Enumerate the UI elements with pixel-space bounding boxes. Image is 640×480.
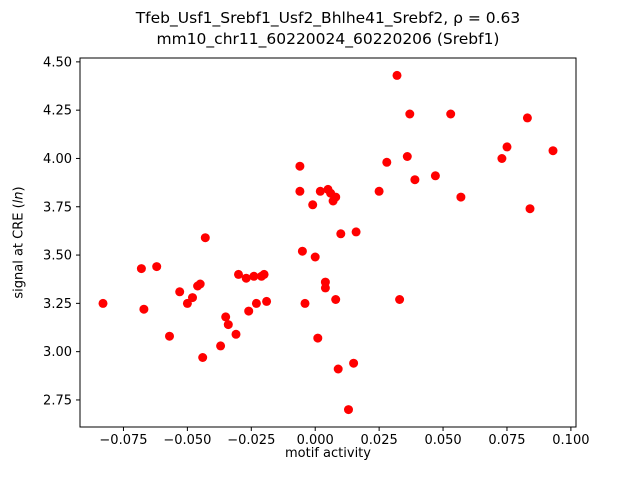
data-point (216, 341, 226, 351)
y-tick-label: 4.50 (43, 55, 72, 70)
data-point (139, 304, 149, 314)
y-tick-label: 3.50 (43, 249, 72, 264)
data-point (297, 246, 307, 256)
data-point (188, 293, 197, 303)
x-tick-label: 0.000 (297, 433, 334, 448)
x-tick-label: 0.050 (424, 433, 461, 448)
data-point (152, 262, 162, 272)
y-axis-label: signal at CRE (ln) (12, 186, 27, 298)
data-point (344, 405, 353, 415)
data-point (410, 175, 420, 185)
axes-spines (79, 57, 577, 428)
data-point (430, 171, 440, 181)
data-point (402, 152, 412, 161)
data-point (200, 233, 210, 243)
data-point (456, 192, 466, 202)
chart-title-line2: mm10_chr11_60220024_60220206 (Srebf1) (156, 30, 500, 48)
y-axis-label-wrap: signal at CRE (ln) (6, 58, 32, 427)
data-point (395, 295, 405, 304)
chart-title: Tfeb_Usf1_Srebf1_Usf2_Bhlhe41_Srebf2, ρ … (80, 8, 576, 50)
data-point (313, 333, 323, 343)
data-point (351, 227, 361, 237)
y-axis-label-prefix: signal at CRE ( (11, 203, 27, 299)
data-point (331, 192, 341, 202)
data-point (259, 269, 269, 279)
data-point (241, 273, 251, 283)
data-point (136, 264, 146, 274)
y-tick-label: 4.00 (43, 152, 72, 167)
data-point (336, 229, 346, 239)
data-point (175, 287, 185, 297)
data-point (522, 113, 532, 123)
y-tick-label: 3.25 (43, 297, 72, 312)
y-tick-label: 3.00 (43, 345, 72, 360)
data-point (98, 298, 108, 308)
data-point (382, 157, 392, 167)
data-point (295, 186, 305, 196)
data-point (525, 204, 535, 214)
data-point (249, 271, 259, 281)
data-point (198, 353, 208, 362)
data-point (234, 269, 243, 279)
x-tick-label: 0.075 (488, 433, 525, 448)
data-point (331, 295, 341, 304)
y-axis-label-italic: ln (11, 191, 27, 204)
y-tick-label: 3.75 (43, 200, 72, 215)
data-point (308, 200, 318, 210)
data-point (262, 296, 272, 306)
data-point (374, 186, 384, 196)
data-point (320, 283, 330, 293)
data-point (315, 186, 325, 196)
data-point (231, 329, 241, 339)
data-point (251, 298, 261, 308)
data-point (165, 331, 174, 341)
y-tick-label: 4.25 (43, 104, 72, 119)
y-tick-label: 2.75 (43, 393, 72, 408)
x-axis-label: motif activity (285, 446, 371, 461)
x-tick-label: −0.050 (163, 433, 211, 448)
data-point (405, 109, 415, 119)
data-point (497, 154, 507, 163)
data-point (349, 358, 359, 368)
data-point (548, 146, 558, 156)
data-point (221, 312, 231, 322)
data-point (182, 298, 192, 308)
chart-title-line1: Tfeb_Usf1_Srebf1_Usf2_Bhlhe41_Srebf2, ρ … (135, 9, 521, 27)
data-point (244, 306, 254, 316)
data-point (195, 279, 205, 289)
x-tick-label: −0.075 (99, 433, 147, 448)
y-axis-label-suffix: ) (11, 186, 27, 192)
data-point (502, 142, 512, 152)
x-tick-label: 0.025 (361, 433, 398, 448)
data-point (223, 320, 233, 330)
data-point (310, 252, 320, 262)
data-point (300, 298, 310, 308)
data-point (446, 109, 456, 119)
data-point (392, 70, 402, 80)
data-point (295, 161, 305, 171)
x-tick-label: 0.100 (552, 433, 589, 448)
data-point (333, 364, 343, 374)
x-tick-label: −0.025 (227, 433, 275, 448)
